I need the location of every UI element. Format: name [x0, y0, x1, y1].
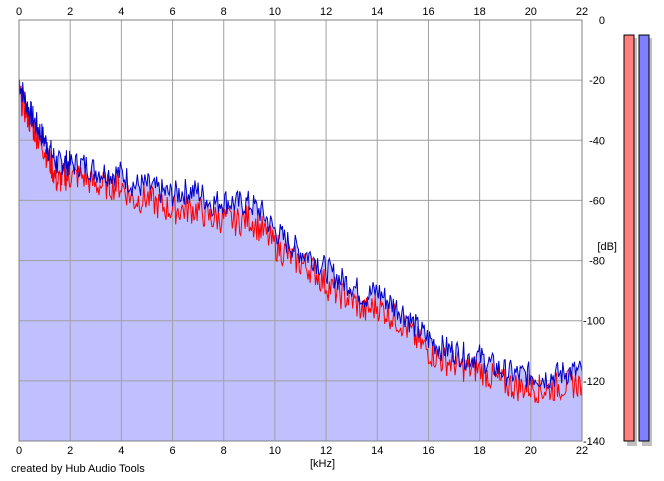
x-tick-label-top: 4 — [118, 6, 124, 18]
y-tick-label: -20 — [589, 75, 605, 87]
y-axis-ticks: 0 -20 -40 -60 -80 -100 -120 -140 — [583, 15, 605, 448]
y-tick-label: -120 — [583, 376, 605, 388]
y-tick-label: -140 — [583, 436, 605, 448]
series-0-line — [18, 85, 583, 404]
x-tick-label-bottom: 12 — [320, 445, 332, 457]
x-tick-label-top: 14 — [371, 6, 383, 18]
x-tick-label-top: 0 — [16, 6, 22, 18]
y-tick-label: -80 — [589, 256, 605, 268]
x-tick-label-bottom: 14 — [371, 445, 383, 457]
x-axis-label: [kHz] — [310, 458, 335, 470]
x-tick-label-bottom: 0 — [16, 445, 22, 457]
x-tick-label-bottom: 6 — [169, 445, 175, 457]
plot-frame — [18, 19, 583, 442]
y-tick-label: -40 — [589, 135, 605, 147]
y-tick-label: 0 — [599, 15, 605, 27]
x-tick-label-top: 22 — [576, 6, 588, 18]
x-tick-label-top: 10 — [269, 6, 281, 18]
credit-text: created by Hub Audio Tools — [11, 463, 145, 475]
x-tick-label-top: 6 — [169, 6, 175, 18]
level-meters — [623, 34, 652, 447]
x-tick-label-bottom: 2 — [67, 445, 73, 457]
x-tick-label-top: 20 — [525, 6, 537, 18]
x-tick-label-bottom: 22 — [576, 445, 588, 457]
x-tick-label-bottom: 10 — [269, 445, 281, 457]
y-axis-label: [dB] — [597, 241, 617, 253]
x-tick-label-top: 8 — [221, 6, 227, 18]
spectrum-series — [18, 79, 583, 404]
x-tick-label-top: 2 — [67, 6, 73, 18]
level-meter-bar — [623, 34, 635, 442]
x-tick-label-bottom: 16 — [422, 445, 434, 457]
level-meter-bar — [638, 34, 650, 442]
x-tick-label-bottom: 8 — [221, 445, 227, 457]
y-tick-label: -100 — [583, 316, 605, 328]
x-tick-label-top: 18 — [474, 6, 486, 18]
x-tick-label-bottom: 20 — [525, 445, 537, 457]
x-tick-label-top: 16 — [422, 6, 434, 18]
y-tick-label: -60 — [589, 195, 605, 207]
x-tick-label-bottom: 4 — [118, 445, 124, 457]
x-tick-label-bottom: 18 — [474, 445, 486, 457]
series-1-line — [18, 79, 583, 390]
x-tick-label-top: 12 — [320, 6, 332, 18]
